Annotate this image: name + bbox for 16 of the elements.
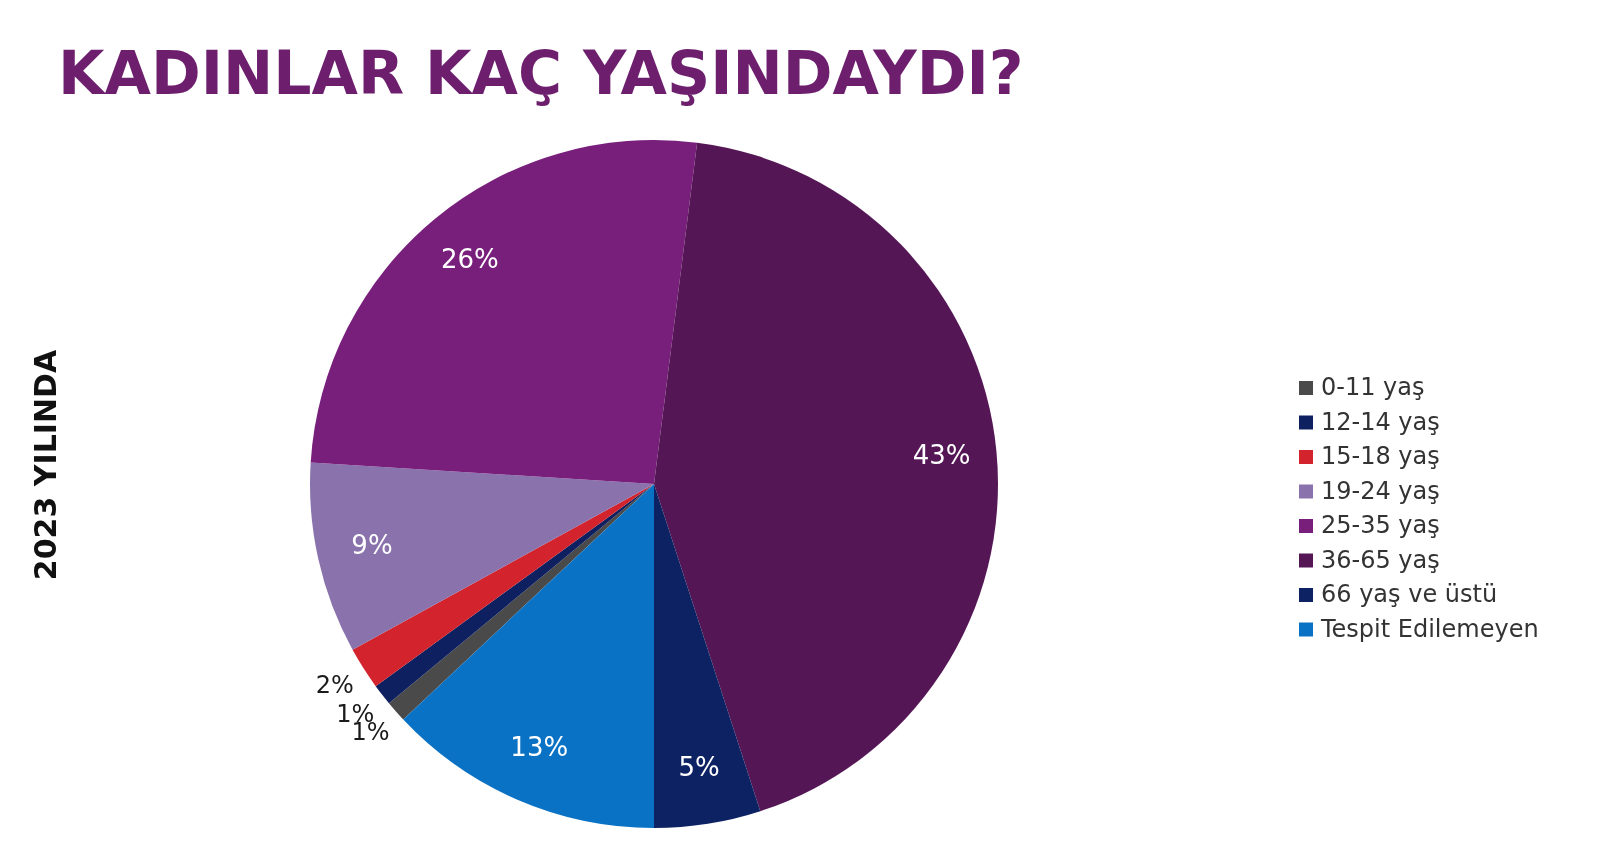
- text: 2023 YILINDA: [28, 349, 63, 581]
- chart-title: KADINLAR KAÇ YAŞINDAYDI?: [58, 38, 1024, 108]
- legend-label: 36-65 yaş: [1321, 545, 1440, 574]
- legend-label: Tespit Edilemeyen: [1320, 614, 1539, 643]
- legend-label: 0-11 yaş: [1321, 373, 1425, 402]
- legend-label: 25-35 yaş: [1321, 511, 1440, 540]
- legend-label: 66 yaş ve üstü: [1321, 580, 1498, 609]
- data-label: 9%: [351, 529, 393, 560]
- data-label: 5%: [678, 752, 720, 783]
- legend-label: 12-14 yaş: [1321, 407, 1440, 436]
- legend-label: 15-18 yaş: [1321, 442, 1440, 471]
- data-label: 13%: [510, 731, 569, 762]
- data-label: 43%: [912, 439, 971, 470]
- data-label: 2%: [315, 670, 354, 699]
- legend-label: 19-24 yaş: [1321, 476, 1440, 505]
- data-label: 26%: [440, 244, 499, 275]
